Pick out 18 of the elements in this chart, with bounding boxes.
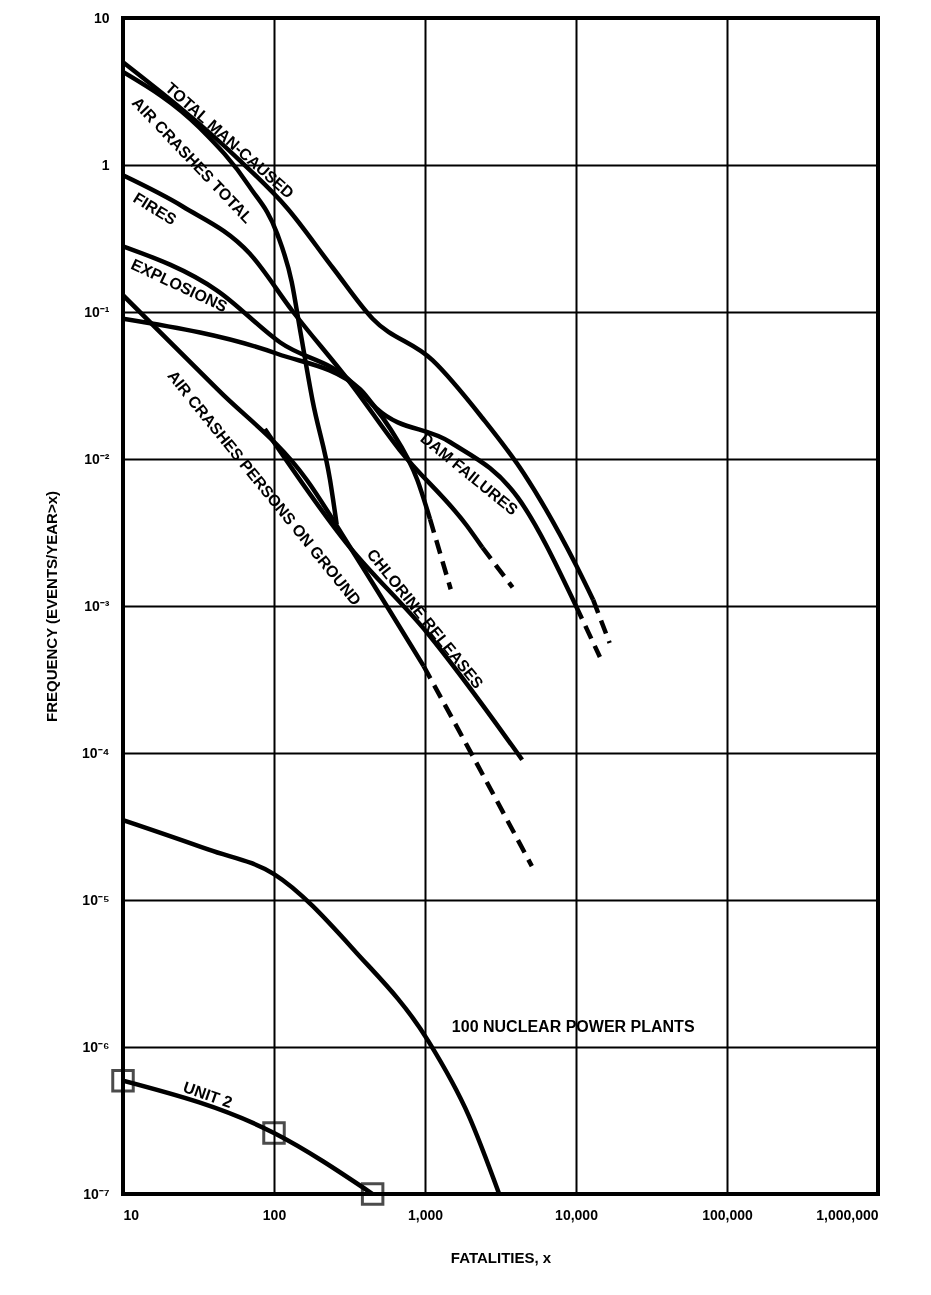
y-axis-title: FREQUENCY (EVENTS/YEAR>x)	[43, 490, 60, 723]
x-tick-label: 10	[123, 1206, 140, 1223]
y-tick-label: 10⁻⁴	[82, 744, 110, 761]
y-tick-label: 10⁻²	[84, 450, 110, 467]
y-tick-label: 10⁻⁷	[83, 1185, 110, 1202]
x-tick-label: 100,000	[702, 1206, 754, 1223]
text: UNIT 2	[181, 1078, 235, 1112]
x-tick-label: 100	[262, 1206, 287, 1223]
x-tick-label: 10,000	[555, 1206, 599, 1223]
x-tick-label: 1,000,000	[816, 1206, 879, 1223]
y-tick-label: 1	[101, 156, 110, 173]
x-tick-label: 1,000	[407, 1206, 444, 1223]
y-tick-label: 10⁻⁶	[82, 1038, 110, 1055]
y-tick-label: 10	[93, 9, 110, 26]
y-tick-label: 10⁻¹	[84, 303, 110, 320]
y-tick-label: 10⁻³	[84, 597, 110, 614]
x-axis-title: FATALITIES, x	[450, 1248, 552, 1266]
y-tick-label: 10⁻⁵	[82, 891, 110, 908]
